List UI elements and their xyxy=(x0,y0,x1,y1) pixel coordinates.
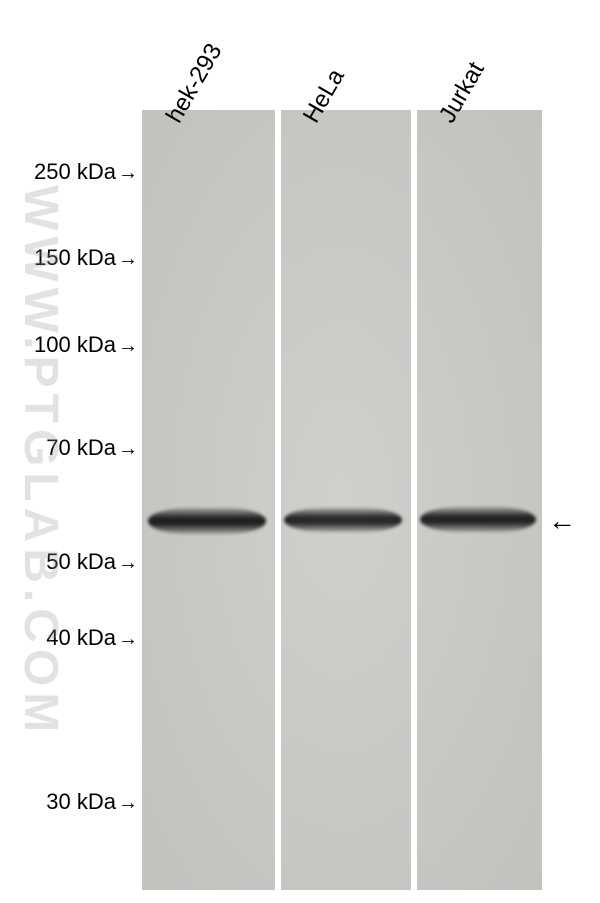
lane xyxy=(414,110,542,890)
western-blot-figure: hek-293HeLaJurkat 250 kDa→150 kDa→100 kD… xyxy=(0,0,600,903)
arrow-right-icon: → xyxy=(116,438,138,460)
lane xyxy=(142,110,272,890)
mw-marker-label: 30 kDa→ xyxy=(46,789,138,815)
arrow-right-icon: → xyxy=(116,792,138,814)
mw-value: 250 kDa xyxy=(34,159,116,184)
arrow-right-icon: → xyxy=(116,162,138,184)
arrow-right-icon: → xyxy=(116,248,138,270)
target-band-arrow-icon: ← xyxy=(548,505,576,537)
lane xyxy=(278,110,408,890)
arrow-right-icon: → xyxy=(116,335,138,357)
lane-separator xyxy=(411,110,417,890)
protein-band xyxy=(148,508,266,534)
arrow-right-icon: → xyxy=(116,628,138,650)
lane-separator xyxy=(275,110,281,890)
mw-marker-label: 250 kDa→ xyxy=(34,159,138,185)
arrow-right-icon: → xyxy=(116,552,138,574)
watermark-text: WWW.PTGLAB.COM xyxy=(13,185,68,738)
protein-band xyxy=(284,508,402,532)
mw-value: 30 kDa xyxy=(46,789,116,814)
blot-membrane xyxy=(142,110,542,890)
protein-band xyxy=(420,507,536,532)
